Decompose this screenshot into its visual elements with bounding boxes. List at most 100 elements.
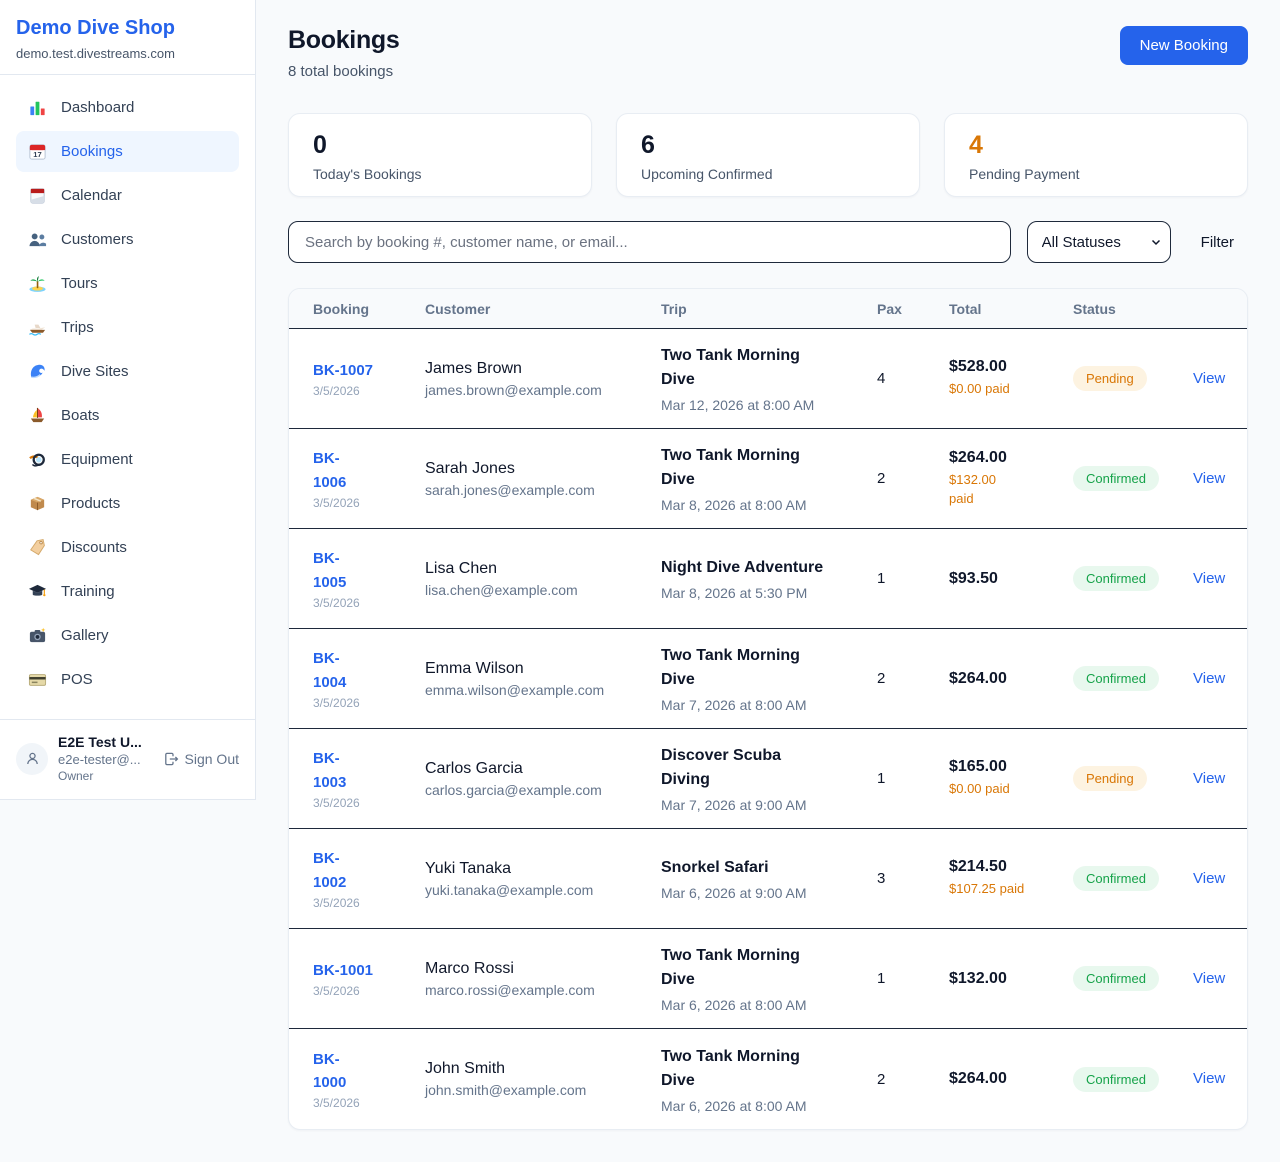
nav-item-label: Trips (61, 319, 94, 336)
filter-bar: All Statuses Filter (288, 221, 1248, 263)
trip-cell: Two Tank Morning Dive Mar 6, 2026 at 8:0… (661, 1045, 877, 1114)
brand-domain: demo.test.divestreams.com (16, 46, 175, 61)
sidebar-nav-item[interactable]: Discounts (16, 527, 239, 568)
trip-datetime: Mar 7, 2026 at 8:00 AM (661, 697, 807, 713)
booking-date: 3/5/2026 (313, 895, 360, 910)
sidebar-nav-item[interactable]: Customers (16, 219, 239, 260)
nav-item-icon (28, 318, 47, 337)
sidebar-nav-item[interactable]: Dive Sites (16, 351, 239, 392)
trip-name: Two Tank Morning Dive (661, 647, 800, 688)
booking-id-link[interactable]: BK-1001 (313, 961, 374, 979)
nav-item-icon (28, 362, 47, 381)
pax-cell: 4 (877, 370, 886, 387)
search-input[interactable] (288, 221, 1011, 263)
trip-cell: Two Tank Morning Dive Mar 8, 2026 at 8:0… (661, 444, 877, 513)
page-subtitle: 8 total bookings (288, 63, 394, 80)
sidebar-nav-item[interactable]: Equipment (16, 439, 239, 480)
sidebar-nav-item[interactable]: Gallery (16, 615, 239, 656)
nav-item-icon (28, 98, 47, 117)
status-cell: Confirmed (1073, 666, 1193, 691)
sidebar-nav-item[interactable]: Trips (16, 307, 239, 348)
status-badge: Pending (1073, 366, 1147, 391)
booking-date: 3/5/2026 (313, 595, 360, 610)
actions-cell: View (1193, 770, 1239, 788)
customer-email: emma.wilson@example.com (425, 681, 605, 698)
sidebar-nav-item[interactable]: Boats (16, 395, 239, 436)
nav-item-label: Gallery (61, 627, 109, 644)
sidebar-nav-item[interactable]: Products (16, 483, 239, 524)
total-amount: $264.00 (949, 448, 1007, 466)
booking-id-link[interactable]: BK- 1002 (313, 850, 347, 891)
view-link[interactable]: View (1193, 669, 1226, 687)
user-name: E2E Test U... (58, 734, 142, 750)
nav-item-icon (28, 230, 47, 249)
customer-email: yuki.tanaka@example.com (425, 881, 594, 898)
status-badge: Confirmed (1073, 566, 1159, 591)
trip-cell: Snorkel Safari Mar 6, 2026 at 9:00 AM (661, 856, 877, 901)
sign-out-button[interactable]: Sign Out (163, 751, 239, 767)
table-row: BK- 1000 3/5/2026 John Smith john.smith@… (289, 1029, 1247, 1129)
view-link[interactable]: View (1193, 569, 1226, 587)
pax-cell: 1 (877, 570, 886, 587)
status-filter-select[interactable]: All Statuses (1026, 221, 1171, 263)
total-cell: $165.00 $0.00 paid (949, 758, 1073, 799)
booking-id-link[interactable]: BK- 1005 (313, 550, 347, 591)
view-link[interactable]: View (1193, 769, 1226, 787)
booking-id-link[interactable]: BK- 1003 (313, 750, 347, 791)
sidebar-nav-item[interactable]: 17 Bookings (16, 131, 239, 172)
booking-cell: BK-1007 3/5/2026 (313, 359, 425, 398)
avatar (16, 742, 48, 775)
view-link[interactable]: View (1193, 1070, 1226, 1087)
table-column-header: Trip (661, 300, 687, 317)
total-cell: $214.50 $107.25 paid (949, 858, 1073, 899)
customer-email: carlos.garcia@example.com (425, 781, 602, 798)
bookings-table: Booking Customer Trip Pax Total Status BK-100… (288, 288, 1248, 1130)
customer-name: Sarah Jones (425, 459, 515, 477)
total-amount: $165.00 (949, 758, 1007, 776)
customer-name: Yuki Tanaka (425, 859, 511, 877)
sidebar-nav-item[interactable]: Tours (16, 263, 239, 304)
new-booking-button[interactable]: New Booking (1119, 26, 1248, 65)
status-badge: Confirmed (1073, 666, 1159, 691)
booking-id-link[interactable]: BK-1007 (313, 361, 374, 379)
actions-cell: View (1193, 570, 1239, 588)
user-info: E2E Test U... e2e-tester@... Owner (58, 734, 153, 783)
pax-cell: 1 (877, 770, 886, 787)
view-link[interactable]: View (1193, 969, 1226, 987)
booking-date: 3/5/2026 (313, 795, 360, 810)
sidebar-nav-item[interactable]: Calendar (16, 175, 239, 216)
sidebar-nav-item[interactable]: Training (16, 571, 239, 612)
customer-email: james.brown@example.com (425, 381, 602, 398)
customer-cell: Emma Wilson emma.wilson@example.com (425, 660, 661, 698)
sidebar-nav-item[interactable]: Dashboard (16, 87, 239, 128)
filter-button[interactable]: Filter (1187, 234, 1248, 251)
table-row: BK-1007 3/5/2026 James Brown james.brown… (289, 329, 1247, 429)
sidebar-nav-item[interactable]: POS (16, 659, 239, 700)
total-amount: $528.00 (949, 358, 1007, 376)
customer-email: lisa.chen@example.com (425, 581, 578, 598)
table-header-row: Booking Customer Trip Pax Total Status (289, 289, 1247, 329)
actions-cell: View (1193, 970, 1239, 988)
pax-cell: 3 (877, 870, 886, 887)
total-amount: $132.00 (949, 969, 1007, 987)
actions-cell: View (1193, 670, 1239, 688)
brand-name[interactable]: Demo Dive Shop (16, 17, 175, 39)
person-icon (26, 752, 38, 765)
stat-value: 4 (969, 131, 983, 159)
customer-name: Emma Wilson (425, 659, 524, 677)
customer-email: john.smith@example.com (425, 1082, 587, 1098)
table-column-header: Status (1073, 300, 1116, 317)
view-link[interactable]: View (1193, 469, 1226, 487)
booking-id-link[interactable]: BK- 1006 (313, 450, 347, 491)
user-role: Owner (58, 769, 94, 783)
stat-label: Upcoming Confirmed (641, 166, 773, 182)
booking-id-link[interactable]: BK- 1004 (313, 650, 347, 691)
table-row: BK- 1006 3/5/2026 Sarah Jones sarah.jone… (289, 429, 1247, 529)
view-link[interactable]: View (1193, 869, 1226, 887)
view-link[interactable]: View (1193, 369, 1226, 387)
table-row: BK- 1002 3/5/2026 Yuki Tanaka yuki.tanak… (289, 829, 1247, 929)
nav-item-icon: 17 (28, 142, 47, 161)
total-cell: $528.00 $0.00 paid (949, 358, 1073, 399)
booking-cell: BK- 1002 3/5/2026 (313, 847, 425, 910)
booking-id-link[interactable]: BK- 1000 (313, 1050, 347, 1091)
